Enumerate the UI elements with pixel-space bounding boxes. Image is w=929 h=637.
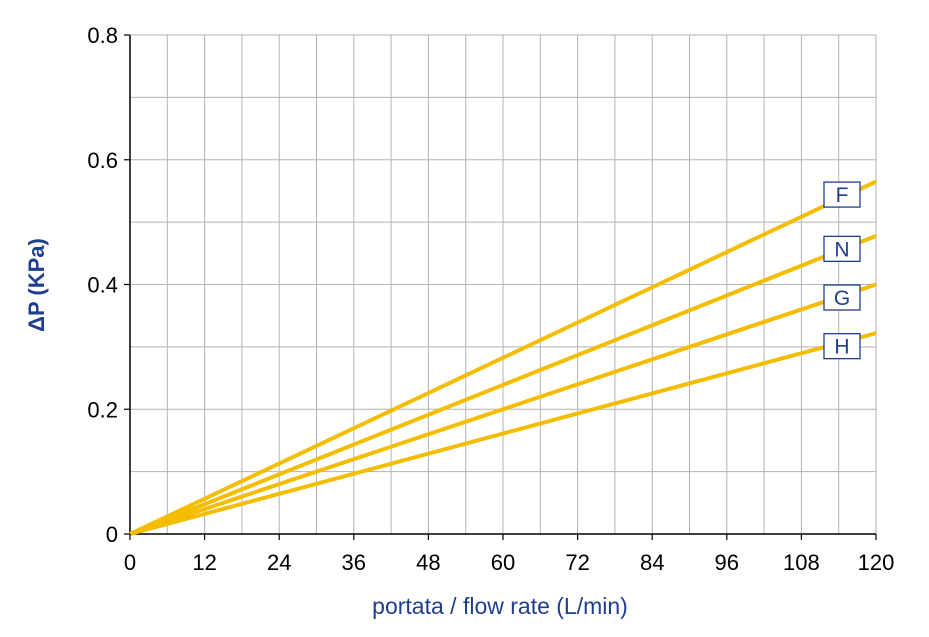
series-tag-box	[823, 284, 861, 311]
x-axis-label: portata / flow rate (L/min)	[372, 593, 628, 619]
series-tag-label: H	[834, 336, 849, 359]
series-tag-box	[823, 235, 861, 262]
series-tag-N: N	[823, 235, 861, 262]
x-tick-label: 36	[342, 550, 366, 575]
series-line-N	[129, 233, 877, 536]
series-line-F	[129, 179, 877, 536]
series-tag-F: F	[823, 181, 861, 208]
x-tick-label: 108	[783, 550, 820, 575]
series-line-H	[129, 331, 877, 536]
x-tick-label: 12	[192, 550, 216, 575]
series-tag-label: G	[834, 287, 850, 310]
series-tags: F N G H	[823, 181, 861, 360]
series-line-G	[129, 282, 877, 536]
x-tick-label: 0	[124, 550, 136, 575]
series-tag-box	[823, 333, 861, 360]
y-tick-label: 0.8	[87, 23, 118, 48]
y-tick-label: 0.4	[87, 273, 118, 298]
series-tag-box	[823, 181, 861, 208]
x-tick-label: 84	[640, 550, 664, 575]
series-lines	[129, 179, 877, 536]
series-tag-label: F	[836, 184, 849, 207]
y-tick-label: 0	[106, 522, 118, 547]
x-tick-label: 48	[416, 550, 440, 575]
x-axis-ticks: 0 12 24 36 48 60 72 84 96 108 120	[124, 534, 894, 575]
x-tick-label: 72	[565, 550, 589, 575]
y-axis-ticks: 0 0.2 0.4 0.6 0.8	[87, 23, 130, 547]
grid	[129, 34, 877, 535]
series-tag-label: N	[834, 238, 849, 261]
series-tag-G: G	[823, 284, 861, 311]
x-tick-label: 120	[858, 550, 895, 575]
x-tick-label: 96	[715, 550, 739, 575]
x-tick-label: 24	[267, 550, 291, 575]
y-tick-label: 0.2	[87, 397, 118, 422]
y-axis-label: ΔP (KPa)	[24, 238, 49, 332]
series-tag-H: H	[823, 333, 861, 360]
x-tick-label: 60	[491, 550, 515, 575]
y-tick-label: 0.6	[87, 148, 118, 173]
